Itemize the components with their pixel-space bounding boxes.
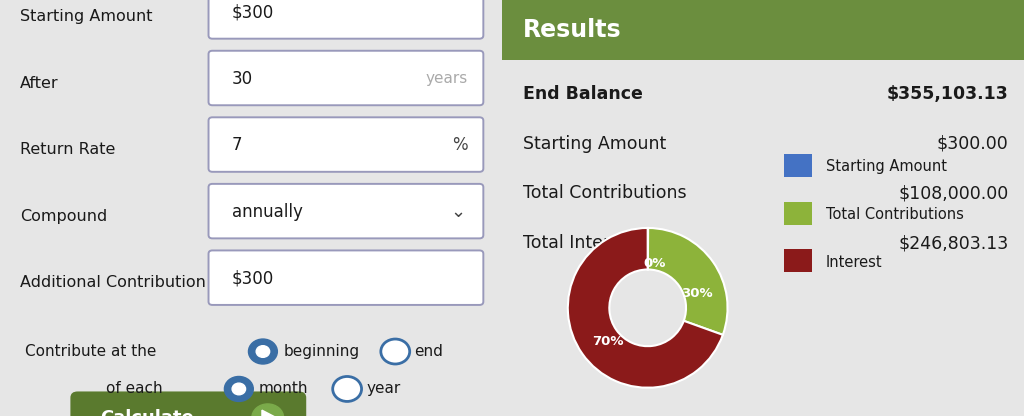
- Text: Starting Amount: Starting Amount: [825, 159, 946, 174]
- Text: Starting Amount: Starting Amount: [522, 134, 666, 153]
- Text: Compound: Compound: [19, 209, 108, 224]
- Circle shape: [333, 376, 361, 401]
- Text: month: month: [259, 381, 308, 396]
- Polygon shape: [262, 410, 276, 416]
- Text: 70%: 70%: [592, 335, 624, 348]
- Text: 30%: 30%: [681, 287, 713, 300]
- Text: $246,803.13: $246,803.13: [898, 234, 1009, 253]
- Text: Starting Amount: Starting Amount: [19, 9, 153, 24]
- Text: $300.00: $300.00: [937, 134, 1009, 153]
- Circle shape: [256, 346, 269, 357]
- Text: $300: $300: [231, 3, 273, 21]
- Text: %: %: [452, 136, 467, 154]
- FancyBboxPatch shape: [209, 117, 483, 172]
- Text: ⌄: ⌄: [450, 203, 465, 221]
- Wedge shape: [568, 228, 723, 388]
- FancyBboxPatch shape: [783, 154, 812, 177]
- FancyBboxPatch shape: [209, 184, 483, 238]
- Circle shape: [252, 404, 284, 416]
- Text: years: years: [425, 71, 467, 86]
- Text: year: year: [367, 381, 400, 396]
- Text: $108,000.00: $108,000.00: [898, 184, 1009, 203]
- Text: Contribute at the: Contribute at the: [25, 344, 156, 359]
- Text: 0%: 0%: [643, 258, 666, 270]
- Circle shape: [232, 383, 246, 395]
- Text: $300: $300: [231, 269, 273, 287]
- Text: $355,103.13: $355,103.13: [887, 84, 1009, 103]
- FancyBboxPatch shape: [209, 250, 483, 305]
- FancyBboxPatch shape: [71, 391, 306, 416]
- Text: annually: annually: [231, 203, 302, 221]
- Text: Total Contributions: Total Contributions: [825, 207, 964, 222]
- Text: end: end: [415, 344, 443, 359]
- Circle shape: [249, 339, 278, 364]
- Text: Return Rate: Return Rate: [19, 142, 116, 157]
- Wedge shape: [648, 228, 727, 335]
- Text: After: After: [19, 76, 58, 91]
- FancyBboxPatch shape: [783, 202, 812, 225]
- FancyBboxPatch shape: [209, 0, 483, 39]
- Text: Additional Contribution: Additional Contribution: [19, 275, 206, 290]
- Text: 7: 7: [231, 136, 242, 154]
- Text: Calculate: Calculate: [100, 409, 195, 416]
- Text: End Balance: End Balance: [522, 84, 642, 103]
- Text: beginning: beginning: [283, 344, 359, 359]
- FancyBboxPatch shape: [502, 0, 1024, 60]
- Text: Total Contributions: Total Contributions: [522, 184, 686, 203]
- Text: 30: 30: [231, 69, 253, 88]
- FancyBboxPatch shape: [783, 250, 812, 272]
- Text: of each: of each: [106, 381, 163, 396]
- Text: Total Interest: Total Interest: [522, 234, 636, 253]
- FancyBboxPatch shape: [209, 51, 483, 105]
- Text: Interest: Interest: [825, 255, 882, 270]
- Circle shape: [224, 376, 253, 401]
- Circle shape: [381, 339, 410, 364]
- Text: Results: Results: [522, 18, 622, 42]
